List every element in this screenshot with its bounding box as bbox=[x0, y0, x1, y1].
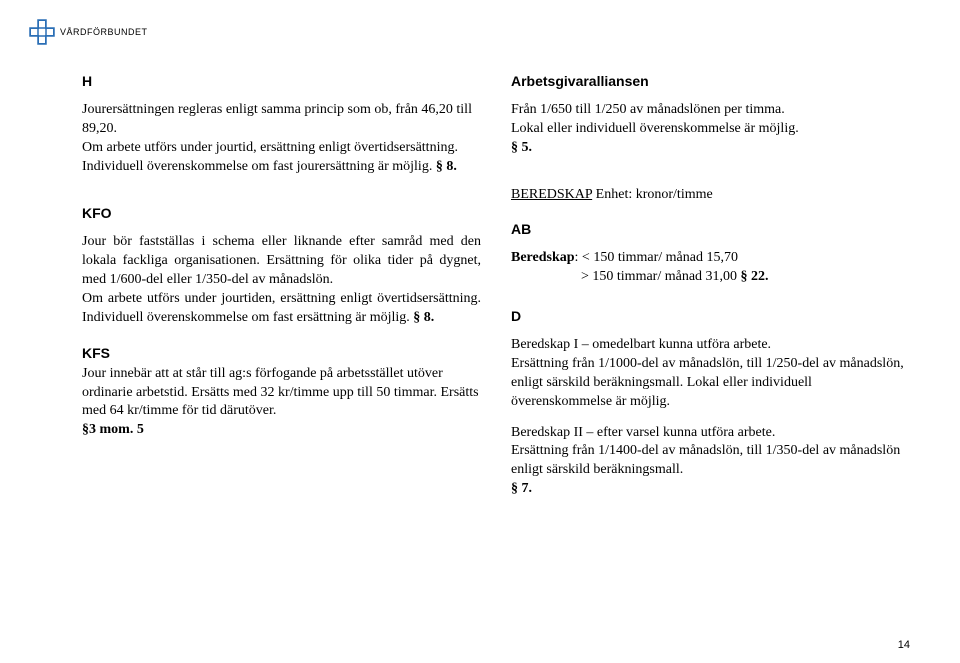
h-section-ref: § 8. bbox=[436, 159, 457, 174]
content-columns: H Jourersättningen regleras enligt samma… bbox=[50, 72, 910, 515]
kfo-paragraph-1: Jour bör fastställas i schema eller likn… bbox=[82, 233, 481, 290]
heading-h: H bbox=[82, 72, 481, 91]
d-paragraph-1: Beredskap I – omedelbart kunna utföra ar… bbox=[511, 336, 910, 355]
ab-line-1: Beredskap: < 150 timmar/ månad 15,70 bbox=[511, 249, 910, 268]
ab-section-ref: § 22. bbox=[741, 269, 769, 284]
kfs-block: KFS Jour innebär att at står till ag:s f… bbox=[82, 344, 481, 422]
d-paragraph-3: Beredskap II – efter varsel kunna utföra… bbox=[511, 424, 910, 443]
d-paragraph-4: Ersättning från 1/1400-del av månadslön,… bbox=[511, 442, 910, 480]
ab-line-2: > 150 timmar/ månad 31,00 § 22. bbox=[511, 268, 910, 287]
h-paragraph-3-text: Individuell överenskommelse om fast jour… bbox=[82, 159, 436, 174]
aa-paragraph-1: Från 1/650 till 1/250 av månadslönen per… bbox=[511, 101, 910, 120]
beredskap-title: BEREDSKAP bbox=[511, 187, 592, 202]
h-paragraph-1: Jourersättningen regleras enligt samma p… bbox=[82, 101, 481, 139]
aa-paragraph-2: Lokal eller individuell överenskommelse … bbox=[511, 120, 910, 139]
right-column: Arbetsgivaralliansen Från 1/650 till 1/2… bbox=[511, 72, 910, 515]
kfs-section-ref: §3 mom. 5 bbox=[82, 421, 481, 440]
d-section-ref: § 7. bbox=[511, 480, 910, 499]
logo: VÅRDFÖRBUNDET bbox=[28, 18, 148, 46]
h-paragraph-2: Om arbete utförs under jourtid, ersättni… bbox=[82, 139, 481, 158]
heading-arbetsgivaralliansen: Arbetsgivaralliansen bbox=[511, 72, 910, 91]
kfo-paragraph-2: Om arbete utförs under jourtiden, ersätt… bbox=[82, 290, 481, 328]
left-column: H Jourersättningen regleras enligt samma… bbox=[82, 72, 481, 515]
d-paragraph-2: Ersättning från 1/1000-del av månadslön,… bbox=[511, 355, 910, 412]
logo-cross-icon bbox=[28, 18, 56, 46]
heading-ab: AB bbox=[511, 220, 910, 239]
kfs-body: Jour innebär att at står till ag:s förfo… bbox=[82, 366, 479, 419]
heading-kfs: KFS bbox=[82, 345, 110, 361]
ab-line-1-value: : < 150 timmar/ månad 15,70 bbox=[575, 250, 738, 265]
ab-label-bold: Beredskap bbox=[511, 250, 575, 265]
logo-text: VÅRDFÖRBUNDET bbox=[60, 27, 148, 37]
heading-kfo: KFO bbox=[82, 204, 481, 223]
page-number: 14 bbox=[898, 639, 910, 651]
heading-d: D bbox=[511, 307, 910, 326]
aa-section-ref: § 5. bbox=[511, 139, 910, 158]
h-paragraph-3: Individuell överenskommelse om fast jour… bbox=[82, 158, 481, 177]
beredskap-heading: BEREDSKAP Enhet: kronor/timme bbox=[511, 186, 910, 205]
kfo-section-ref: § 8. bbox=[413, 310, 434, 325]
ab-line-2-value: > 150 timmar/ månad 31,00 bbox=[581, 269, 741, 284]
beredskap-unit: Enhet: kronor/timme bbox=[592, 187, 713, 202]
